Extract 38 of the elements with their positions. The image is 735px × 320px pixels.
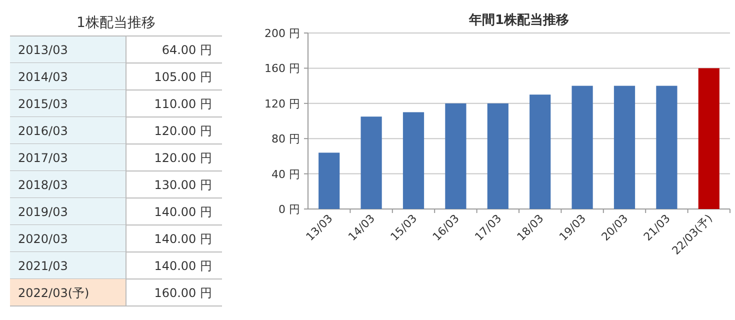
bar [402,112,424,209]
category-label: 2019/03 [18,205,68,219]
category-label: 2015/03 [18,97,68,111]
bar [656,86,678,209]
bar [487,103,508,209]
text: 110.00 円 [154,97,212,111]
y-tick-label: 0 円 [278,203,300,216]
bar [698,68,720,209]
category-label: 2018/03 [18,178,68,192]
category-label: 2013/03 [18,43,68,57]
category-label: 2017/03 [18,151,68,165]
y-tick-label: 80 円 [272,132,300,146]
category-label: 2016/03 [18,124,68,138]
category-label: 2014/03 [18,70,68,84]
chart-title: 年間1株配当推移 [468,13,570,28]
category-label: 2022/03(予) [18,286,90,300]
text: 160.00 円 [154,286,212,300]
bar [572,86,593,209]
text: 140.00 円 [154,232,212,246]
category-label: 2020/03 [18,232,68,246]
bar [445,103,466,209]
text: 1株配当推移 [76,15,156,31]
bar [614,86,636,209]
text: 120.00 円 [154,124,212,138]
text: 120.00 円 [154,151,212,165]
text: 140.00 円 [154,205,212,219]
category-label: 2021/03 [18,259,68,273]
text: 140.00 円 [154,259,212,273]
y-tick-label: 120 円 [264,97,300,110]
bar [360,116,382,209]
text: 130.00 円 [154,178,212,192]
text: 64.00 円 [162,43,212,57]
text: 105.00 円 [154,70,212,84]
bar [318,152,340,209]
y-tick-label: 160 円 [264,62,300,76]
y-tick-label: 40 円 [272,168,300,181]
y-tick-label: 200 円 [264,27,300,40]
bar [530,94,551,209]
